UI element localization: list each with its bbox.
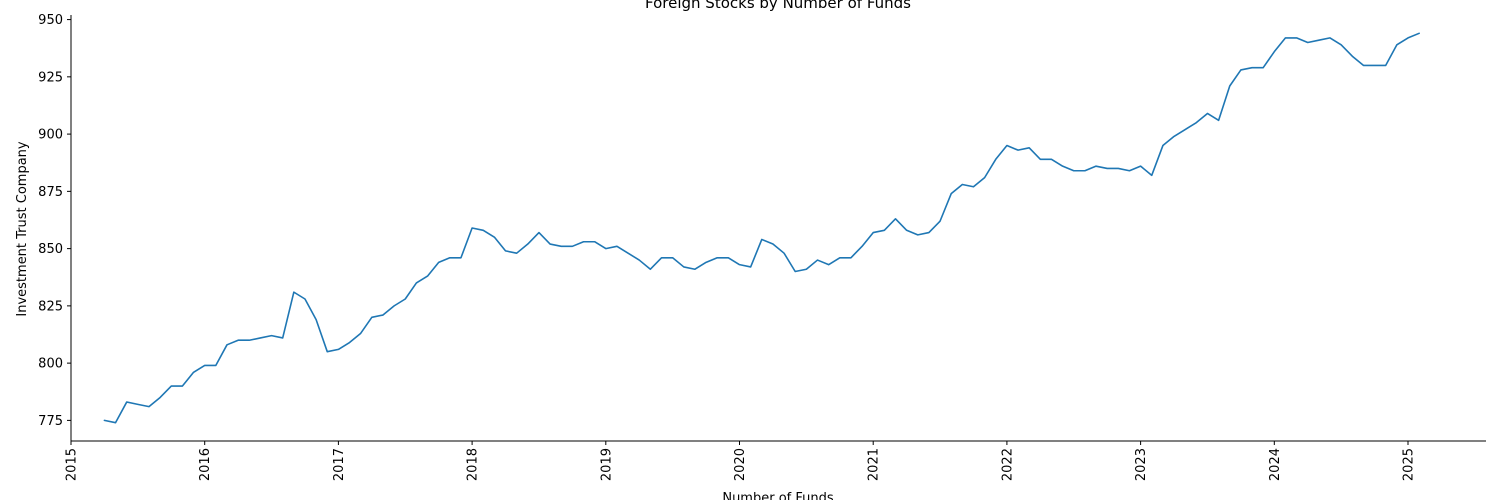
x-tick-label: 2020 xyxy=(733,448,748,481)
y-tick-label: 950 xyxy=(38,13,63,28)
y-axis: 775 800 825 850 875 900 925 950 xyxy=(38,13,72,441)
x-axis-title: Number of Funds xyxy=(722,491,834,500)
y-tick-label: 850 xyxy=(38,242,63,257)
y-tick-label: 800 xyxy=(38,357,63,372)
x-tick-label: 2019 xyxy=(599,448,614,481)
y-axis-title: Investment Trust Company xyxy=(15,141,30,317)
y-tick-label: 775 xyxy=(38,414,63,429)
chart-title: Foreign Stocks by Number of Funds xyxy=(645,0,911,12)
x-tick-label: 2021 xyxy=(867,448,882,481)
series-line xyxy=(103,32,1420,424)
x-axis: 2015 2016 2017 2018 2019 2020 2021 2022 2023 2024… xyxy=(65,440,1486,481)
y-tick-label: 925 xyxy=(38,70,63,85)
x-tick-label: 2023 xyxy=(1134,448,1149,481)
y-tick-label: 900 xyxy=(38,128,63,143)
x-tick-label: 2024 xyxy=(1268,448,1283,481)
x-tick-label: 2016 xyxy=(198,448,213,481)
x-tick-label: 2018 xyxy=(466,448,481,481)
x-tick-label: 2025 xyxy=(1402,448,1417,481)
x-tick-label: 2017 xyxy=(332,448,347,481)
plot-area xyxy=(103,32,1420,424)
y-tick-label: 875 xyxy=(38,185,63,200)
x-tick-label: 2015 xyxy=(65,448,80,481)
x-tick-label: 2022 xyxy=(1000,448,1015,481)
y-tick-label: 825 xyxy=(38,299,63,314)
